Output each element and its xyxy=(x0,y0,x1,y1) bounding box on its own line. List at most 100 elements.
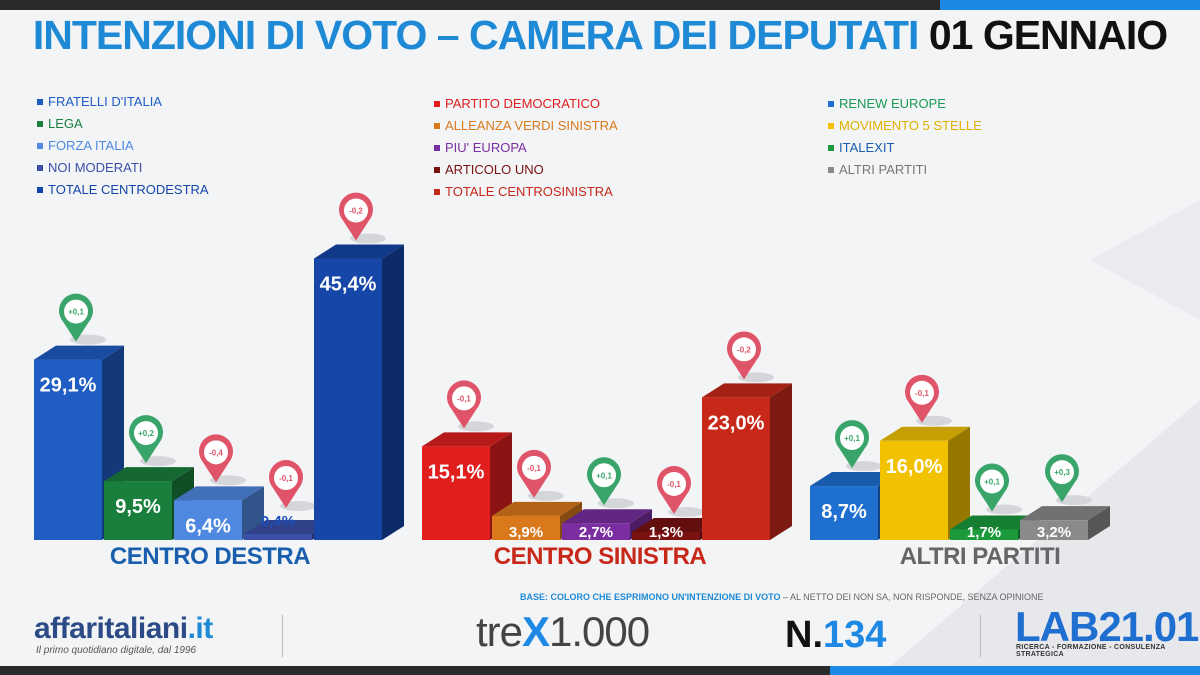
value-label: 3,9% xyxy=(509,524,543,541)
value-label: 45,4% xyxy=(320,274,377,296)
change-pin-down: -0,2 xyxy=(727,331,774,383)
pin-inner xyxy=(840,426,864,451)
group-label-altri-partiti: ALTRI PARTITI xyxy=(899,543,1061,570)
trex-b: 1.000 xyxy=(549,608,650,655)
legend-swatch xyxy=(37,121,43,127)
change-label: +0,1 xyxy=(68,308,84,317)
change-label: -0,1 xyxy=(915,389,929,398)
pin-inner xyxy=(204,440,228,465)
legend-label: MOVIMENTO 5 STELLE xyxy=(839,118,982,133)
bar-totale-centrosinistra: 23,0% -0,2 xyxy=(702,331,792,540)
change-pin-up: +0,2 xyxy=(129,415,176,467)
legend-swatch xyxy=(828,101,834,107)
pin-inner xyxy=(452,386,476,411)
bar-partito-democratico: 15,1% -0,1 xyxy=(422,380,512,540)
legend-item: ALLEANZA VERDI SINISTRA xyxy=(434,115,618,137)
pin-inner xyxy=(274,466,298,490)
value-label: 2,7% xyxy=(579,524,613,541)
legend-swatch xyxy=(828,167,834,173)
page-title: INTENZIONI DI VOTO – CAMERA DEI DEPUTATI… xyxy=(0,12,1200,59)
legend-label: ALTRI PARTITI xyxy=(839,162,928,177)
legend-swatch xyxy=(434,123,440,129)
bottom-bar-accent xyxy=(830,666,1200,675)
legend-item: RENEW EUROPE xyxy=(828,93,982,115)
change-label: +0,3 xyxy=(1054,468,1070,477)
legend-item: PARTITO DEMOCRATICO xyxy=(434,93,618,115)
survey-number-prefix: N. xyxy=(785,614,823,656)
change-pin-down: -0,1 xyxy=(657,465,704,517)
bar-top xyxy=(810,472,900,487)
pin-shadow xyxy=(846,461,882,472)
change-label: +0,1 xyxy=(984,477,1000,486)
bar-top xyxy=(632,517,722,532)
legend-swatch xyxy=(828,145,834,151)
bar-top xyxy=(562,509,652,524)
legend-item: PIU' EUROPA xyxy=(434,137,618,159)
legend-label: NOI MODERATI xyxy=(48,160,143,175)
bar-front xyxy=(632,531,700,540)
trex-logo: treX1.000 xyxy=(476,608,650,656)
bar-totale-centrodestra: 45,4% -0,2 xyxy=(314,192,404,540)
legend-label: LEGA xyxy=(48,116,83,131)
bar-front xyxy=(1020,520,1088,540)
change-label: -0,1 xyxy=(527,464,541,473)
bar-front xyxy=(314,258,382,540)
top-bar xyxy=(0,0,1200,10)
change-label: +0,1 xyxy=(596,471,612,480)
change-pin-up: +0,1 xyxy=(59,293,106,345)
change-label: +0,2 xyxy=(138,429,154,438)
pin-shadow xyxy=(986,504,1022,515)
legend-item: TOTALE CENTRODESTRA xyxy=(37,179,209,201)
legend-swatch xyxy=(37,99,43,105)
legend-label: FORZA ITALIA xyxy=(48,138,134,153)
legend-swatch xyxy=(434,145,440,151)
bar-altri-partiti: 3,2% +0,3 xyxy=(1020,454,1110,541)
pin-inner xyxy=(134,421,158,446)
change-pin-up: +0,3 xyxy=(1045,454,1092,506)
change-label: +0,1 xyxy=(844,434,860,443)
change-label: -0,4 xyxy=(209,448,223,457)
top-bar-accent xyxy=(940,0,1200,10)
pin-shadow xyxy=(668,506,704,517)
bar-top xyxy=(244,520,334,534)
divider xyxy=(282,615,283,657)
change-label: -0,1 xyxy=(457,394,471,403)
value-label: 9,5% xyxy=(115,496,161,518)
divider xyxy=(980,615,981,657)
pin-shadow xyxy=(916,415,952,426)
bar-piu-europa: 2,7% +0,1 xyxy=(562,457,652,541)
change-label: -0,2 xyxy=(349,207,363,216)
bar-front xyxy=(702,397,770,540)
pin-shadow xyxy=(210,475,246,486)
affaritaliani-logo: affaritaliani.it xyxy=(34,612,213,646)
title-date: 01 GENNAIO xyxy=(928,12,1168,58)
bar-lega: 9,5% +0,2 xyxy=(104,415,194,540)
bar-side xyxy=(770,383,792,540)
bar-top xyxy=(314,244,404,259)
trex-x: X xyxy=(522,608,550,655)
bar-italexit: 1,7% +0,1 xyxy=(950,463,1040,541)
legend-swatch xyxy=(37,143,43,149)
bar-side xyxy=(382,244,404,540)
title-main: INTENZIONI DI VOTO – CAMERA DEI DEPUTATI xyxy=(32,12,920,58)
legend-swatch xyxy=(434,167,440,173)
value-label: 15,1% xyxy=(428,461,485,483)
legend-swatch xyxy=(434,101,440,107)
aff-tld: .it xyxy=(187,612,214,645)
change-pin-down: -0,1 xyxy=(447,380,494,432)
bar-front xyxy=(104,481,172,540)
bar-forza-italia: 6,4% -0,4 xyxy=(174,434,264,540)
pin-shadow xyxy=(350,233,386,244)
legend-label: ITALEXIT xyxy=(839,140,895,155)
bar-top xyxy=(702,383,792,398)
pin-inner xyxy=(1050,460,1074,485)
lab2101-logo: LAB21.01 xyxy=(1015,603,1199,650)
value-label: 16,0% xyxy=(886,456,943,478)
legend-label: FRATELLI D'ITALIA xyxy=(48,94,162,109)
legend-item: MOVIMENTO 5 STELLE xyxy=(828,115,982,137)
legend-item: FORZA ITALIA xyxy=(37,135,209,157)
pin-shadow xyxy=(738,372,774,383)
change-label: -0,1 xyxy=(279,474,293,483)
legend-item: ALTRI PARTITI xyxy=(828,159,982,181)
legend-swatch xyxy=(37,165,43,171)
